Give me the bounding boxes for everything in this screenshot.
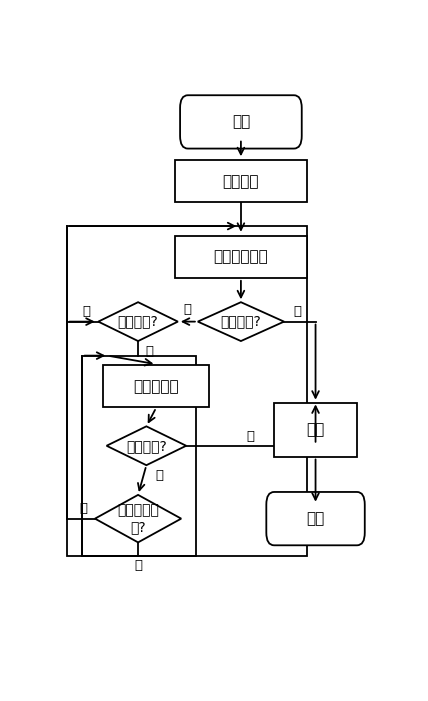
Text: 是: 是 (293, 306, 301, 318)
Bar (82, 355, 196, 556)
Bar (274, 402, 357, 456)
Bar (175, 161, 307, 203)
Bar (103, 365, 209, 407)
Text: 启动充压: 启动充压 (223, 174, 259, 189)
Text: 结束: 结束 (306, 511, 325, 526)
FancyBboxPatch shape (180, 95, 302, 149)
Text: 关车: 关车 (306, 422, 325, 437)
Text: 发生颤振?: 发生颤振? (220, 315, 261, 329)
Polygon shape (98, 302, 178, 341)
Text: 阶梯完成?: 阶梯完成? (118, 315, 158, 329)
Text: 发生颤振?: 发生颤振? (126, 439, 167, 453)
Text: 否: 否 (79, 503, 87, 515)
Text: 变总压调节: 变总压调节 (134, 379, 179, 394)
Text: 是: 是 (247, 430, 255, 442)
Polygon shape (95, 495, 181, 543)
Text: 是: 是 (146, 346, 154, 358)
Text: 总压稳定调节: 总压稳定调节 (214, 250, 268, 264)
FancyBboxPatch shape (266, 492, 365, 545)
Bar (67, 226, 307, 556)
Text: 开始: 开始 (232, 114, 250, 130)
Bar (175, 236, 307, 278)
Text: 到达下一阶
梯?: 到达下一阶 梯? (117, 503, 159, 533)
Text: 否: 否 (156, 470, 163, 482)
Polygon shape (198, 302, 284, 341)
Text: 否: 否 (184, 304, 192, 316)
Text: 是: 是 (134, 559, 142, 571)
Polygon shape (107, 426, 186, 465)
Text: 否: 否 (83, 306, 91, 318)
